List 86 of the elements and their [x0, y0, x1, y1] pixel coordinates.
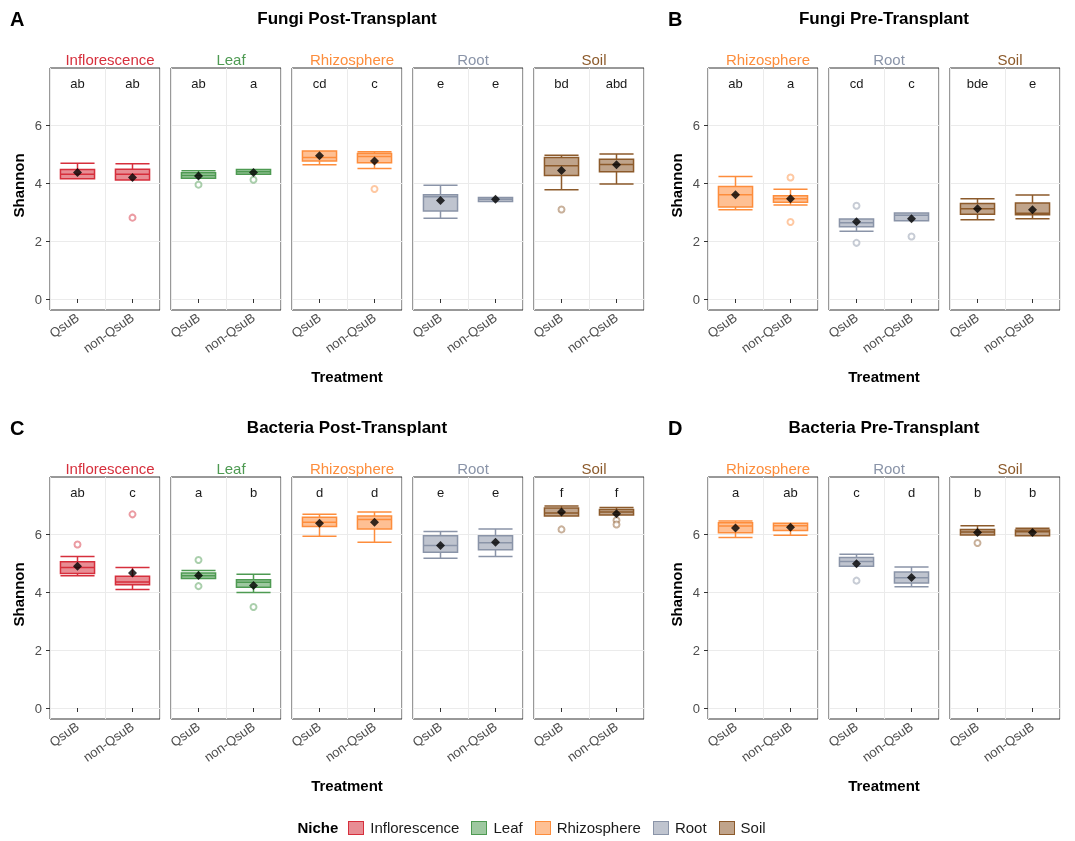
y-tick-label: 6 [692, 526, 700, 542]
annotation: d [315, 484, 324, 500]
annotation: bde [966, 75, 989, 91]
y-tick-label: 4 [692, 175, 700, 191]
annotation: c [908, 75, 916, 91]
annotation: ab [70, 484, 85, 500]
legend-label: Soil [740, 819, 766, 836]
y-tick-label: 0 [34, 291, 42, 307]
annotation: ab [728, 75, 743, 91]
legend-label: Root [674, 819, 707, 836]
y-tick-label: 2 [34, 233, 42, 249]
text: B [668, 8, 683, 31]
annotation: ab [70, 75, 85, 91]
y-tick-label: 4 [34, 584, 42, 600]
annotation: c [853, 484, 861, 500]
annotation: b [973, 484, 982, 500]
chart-title: Fungi Post-Transplant [256, 9, 438, 29]
annotation: a [731, 484, 740, 500]
y-tick-label: 6 [34, 526, 42, 542]
annotation: c [371, 75, 379, 91]
y-axis-title: Shannon [667, 153, 685, 218]
annotation: d [370, 484, 379, 500]
y-tick-label: 0 [692, 291, 700, 307]
y-tick-label: 0 [692, 700, 700, 716]
text: Leaf [216, 460, 247, 477]
annotation: e [491, 75, 500, 91]
annotation: ab [125, 75, 140, 91]
y-axis-title: Shannon [667, 562, 685, 627]
text: Soil [581, 51, 607, 68]
annotation: d [907, 484, 916, 500]
text: Inflorescence [65, 460, 155, 477]
annotation: a [249, 75, 258, 91]
legend-label: Rhizosphere [556, 819, 641, 836]
text: Soil [581, 460, 607, 477]
text: Rhizosphere [309, 460, 395, 477]
y-tick-label: 0 [34, 700, 42, 716]
text: Root [873, 460, 906, 477]
y-tick-label: 6 [692, 117, 700, 133]
annotation: b [1028, 484, 1037, 500]
annotation: ab [783, 484, 798, 500]
y-axis-title: Shannon [9, 562, 27, 627]
annotation: a [786, 75, 795, 91]
text: Rhizosphere [725, 51, 811, 68]
y-tick-label: 2 [692, 642, 700, 658]
text: Rhizosphere [725, 460, 811, 477]
x-axis-title: Treatment [847, 777, 921, 794]
text: Rhizosphere [309, 51, 395, 68]
text: A [10, 8, 25, 31]
annotation: f [614, 484, 619, 500]
text: Inflorescence [65, 51, 155, 68]
text: Soil [997, 51, 1023, 68]
annotation: ab [191, 75, 206, 91]
y-axis-title: Shannon [9, 153, 27, 218]
annotation: cd [312, 75, 327, 91]
text: Root [457, 460, 490, 477]
annotation: b [249, 484, 258, 500]
annotation: f [559, 484, 564, 500]
text: Root [873, 51, 906, 68]
legend-label: Inflorescence [370, 819, 460, 836]
legend-label: Leaf [493, 819, 523, 836]
annotation: e [436, 75, 445, 91]
annotation: abd [605, 75, 628, 91]
y-tick-label: 6 [34, 117, 42, 133]
chart-title: Fungi Pre-Transplant [798, 9, 970, 29]
text: D [668, 417, 683, 440]
y-tick-label: 2 [34, 642, 42, 658]
annotation: cd [849, 75, 864, 91]
text: C [10, 417, 25, 440]
x-axis-title: Treatment [310, 777, 384, 794]
legend-title: Niche [297, 819, 339, 836]
annotation: e [1028, 75, 1037, 91]
text: Root [457, 51, 489, 68]
y-tick-label: 2 [692, 233, 700, 249]
annotation: a [194, 484, 203, 500]
annotation: c [129, 484, 137, 500]
chart-title: Bacteria Pre-Transplant [787, 418, 981, 438]
annotation: e [491, 484, 500, 500]
text: Soil [997, 460, 1023, 477]
annotation: bd [554, 75, 569, 91]
chart-title: Bacteria Post-Transplant [245, 418, 449, 438]
x-axis-title: Treatment [310, 368, 384, 385]
x-axis-title: Treatment [847, 368, 921, 385]
annotation: e [436, 484, 445, 500]
text: Leaf [216, 51, 246, 68]
y-tick-label: 4 [692, 584, 700, 600]
y-tick-label: 4 [34, 175, 42, 191]
